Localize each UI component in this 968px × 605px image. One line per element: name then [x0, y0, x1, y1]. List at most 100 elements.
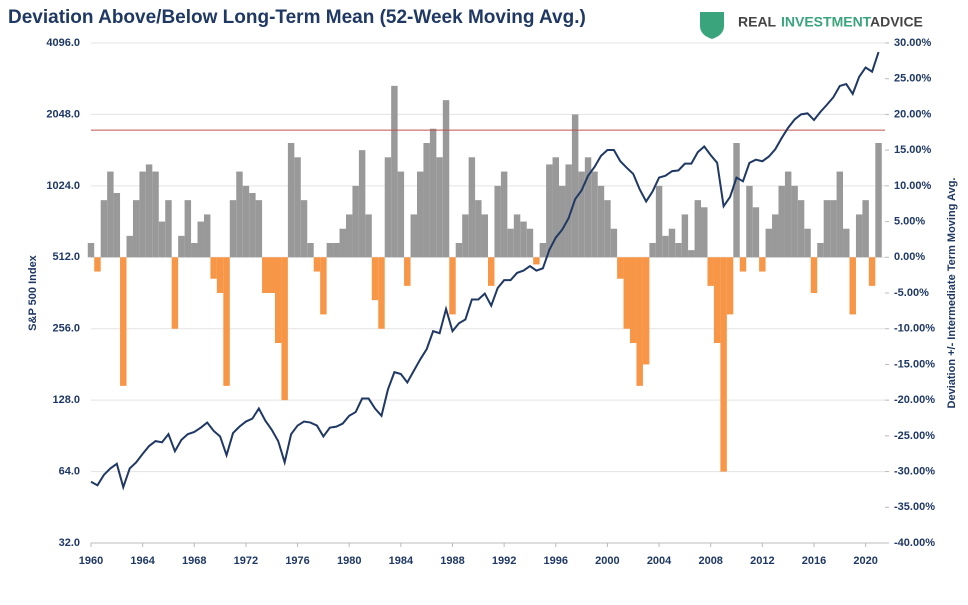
deviation-bar — [113, 193, 121, 258]
logo-text: ADVICE — [870, 14, 923, 30]
deviation-bar — [87, 243, 95, 258]
deviation-bar — [404, 257, 411, 286]
deviation-bar — [836, 171, 844, 258]
y-tick-label: 64.0 — [59, 465, 80, 477]
deviation-bar — [746, 185, 753, 258]
deviation-bar — [274, 257, 282, 343]
y2-tick-label: -35.00% — [894, 501, 935, 513]
deviation-bar — [539, 243, 547, 258]
deviation-bar — [849, 257, 856, 315]
deviation-bar — [294, 157, 301, 258]
x-tick-label: 2004 — [647, 555, 672, 567]
deviation-bar — [868, 257, 876, 286]
deviation-bar — [636, 257, 643, 386]
deviation-bar — [468, 157, 476, 258]
deviation-bar — [442, 100, 450, 258]
deviation-bar — [429, 128, 437, 258]
deviation-bar — [488, 257, 495, 286]
deviation-bar — [333, 243, 340, 258]
deviation-bar — [475, 200, 482, 258]
deviation-bar — [713, 257, 721, 343]
deviation-bar — [591, 171, 598, 258]
deviation-bar — [371, 257, 379, 301]
y2-axis-title: Deviation +/- Intermediate Term Moving A… — [946, 178, 958, 409]
deviation-bar — [507, 228, 514, 258]
deviation-bar — [339, 228, 346, 258]
deviation-bar — [765, 228, 773, 258]
y-tick-label: 128.0 — [52, 394, 80, 406]
deviation-bar — [139, 171, 146, 258]
deviation-bar — [120, 257, 127, 386]
deviation-bar — [100, 200, 108, 258]
deviation-bar — [733, 143, 740, 258]
deviation-bar — [565, 164, 572, 258]
deviation-bar — [726, 257, 734, 315]
y2-tick-label: -40.00% — [894, 537, 935, 549]
deviation-bar — [772, 214, 779, 258]
deviation-bar — [875, 143, 882, 258]
deviation-bar — [604, 200, 611, 258]
deviation-bar — [481, 214, 488, 258]
deviation-bar — [397, 171, 405, 258]
deviation-bar — [513, 214, 521, 258]
deviation-bar — [862, 200, 869, 258]
deviation-bar — [668, 228, 676, 258]
y2-tick-label: 0.00% — [894, 251, 925, 263]
deviation-bar — [210, 257, 217, 279]
y2-tick-label: 5.00% — [894, 215, 925, 227]
deviation-bar — [184, 200, 192, 258]
deviation-bar — [145, 164, 153, 258]
deviation-bar — [778, 185, 785, 258]
x-tick-label: 1988 — [440, 555, 464, 567]
x-tick-label: 1960 — [79, 555, 103, 567]
deviation-bar — [320, 257, 327, 315]
deviation-bar — [107, 171, 114, 258]
x-tick-label: 2012 — [750, 555, 774, 567]
deviation-bar — [571, 114, 579, 258]
x-tick-label: 2020 — [853, 555, 877, 567]
deviation-bar — [662, 235, 669, 258]
logo-text: INVESTMENT — [781, 14, 872, 30]
deviation-bar — [823, 200, 831, 258]
deviation-bar — [236, 171, 243, 258]
y2-tick-label: 25.00% — [894, 73, 932, 85]
deviation-bar — [520, 221, 527, 258]
y2-tick-label: 20.00% — [894, 108, 932, 120]
deviation-bar — [416, 171, 424, 258]
deviation-bar — [526, 228, 534, 258]
index-line — [90, 51, 880, 491]
deviation-bar — [610, 228, 618, 258]
deviation-bar — [752, 207, 760, 258]
deviation-bar — [791, 185, 798, 258]
deviation-bar — [655, 185, 663, 258]
deviation-bar — [855, 214, 863, 258]
deviation-bar — [300, 200, 308, 258]
deviation-bar — [216, 257, 224, 293]
y2-tick-label: 30.00% — [894, 37, 932, 49]
x-tick-label: 2008 — [698, 555, 722, 567]
y2-tick-label: -5.00% — [894, 287, 929, 299]
deviation-bar — [242, 185, 250, 258]
logo: REAL INVESTMENT ADVICE — [700, 12, 923, 39]
deviation-bar — [707, 257, 714, 286]
x-tick-label: 1968 — [182, 555, 206, 567]
deviation-bar — [178, 235, 185, 258]
deviation-bar — [203, 214, 211, 258]
deviation-bar — [546, 164, 553, 258]
deviation-bar — [759, 257, 766, 272]
x-tick-label: 1996 — [544, 555, 568, 567]
deviation-bar — [804, 228, 811, 258]
deviation-bar — [675, 243, 682, 258]
x-tick-label: 2000 — [595, 555, 619, 567]
x-tick-label: 1964 — [130, 555, 155, 567]
deviation-bar — [287, 143, 295, 258]
deviation-bar — [384, 157, 392, 258]
deviation-bar — [701, 207, 708, 258]
deviation-bar — [171, 257, 179, 329]
deviation-bar — [817, 243, 824, 258]
deviation-bar — [578, 171, 585, 258]
deviation-bar — [223, 257, 230, 386]
x-tick-label: 1976 — [285, 555, 309, 567]
deviation-bar — [365, 214, 372, 258]
